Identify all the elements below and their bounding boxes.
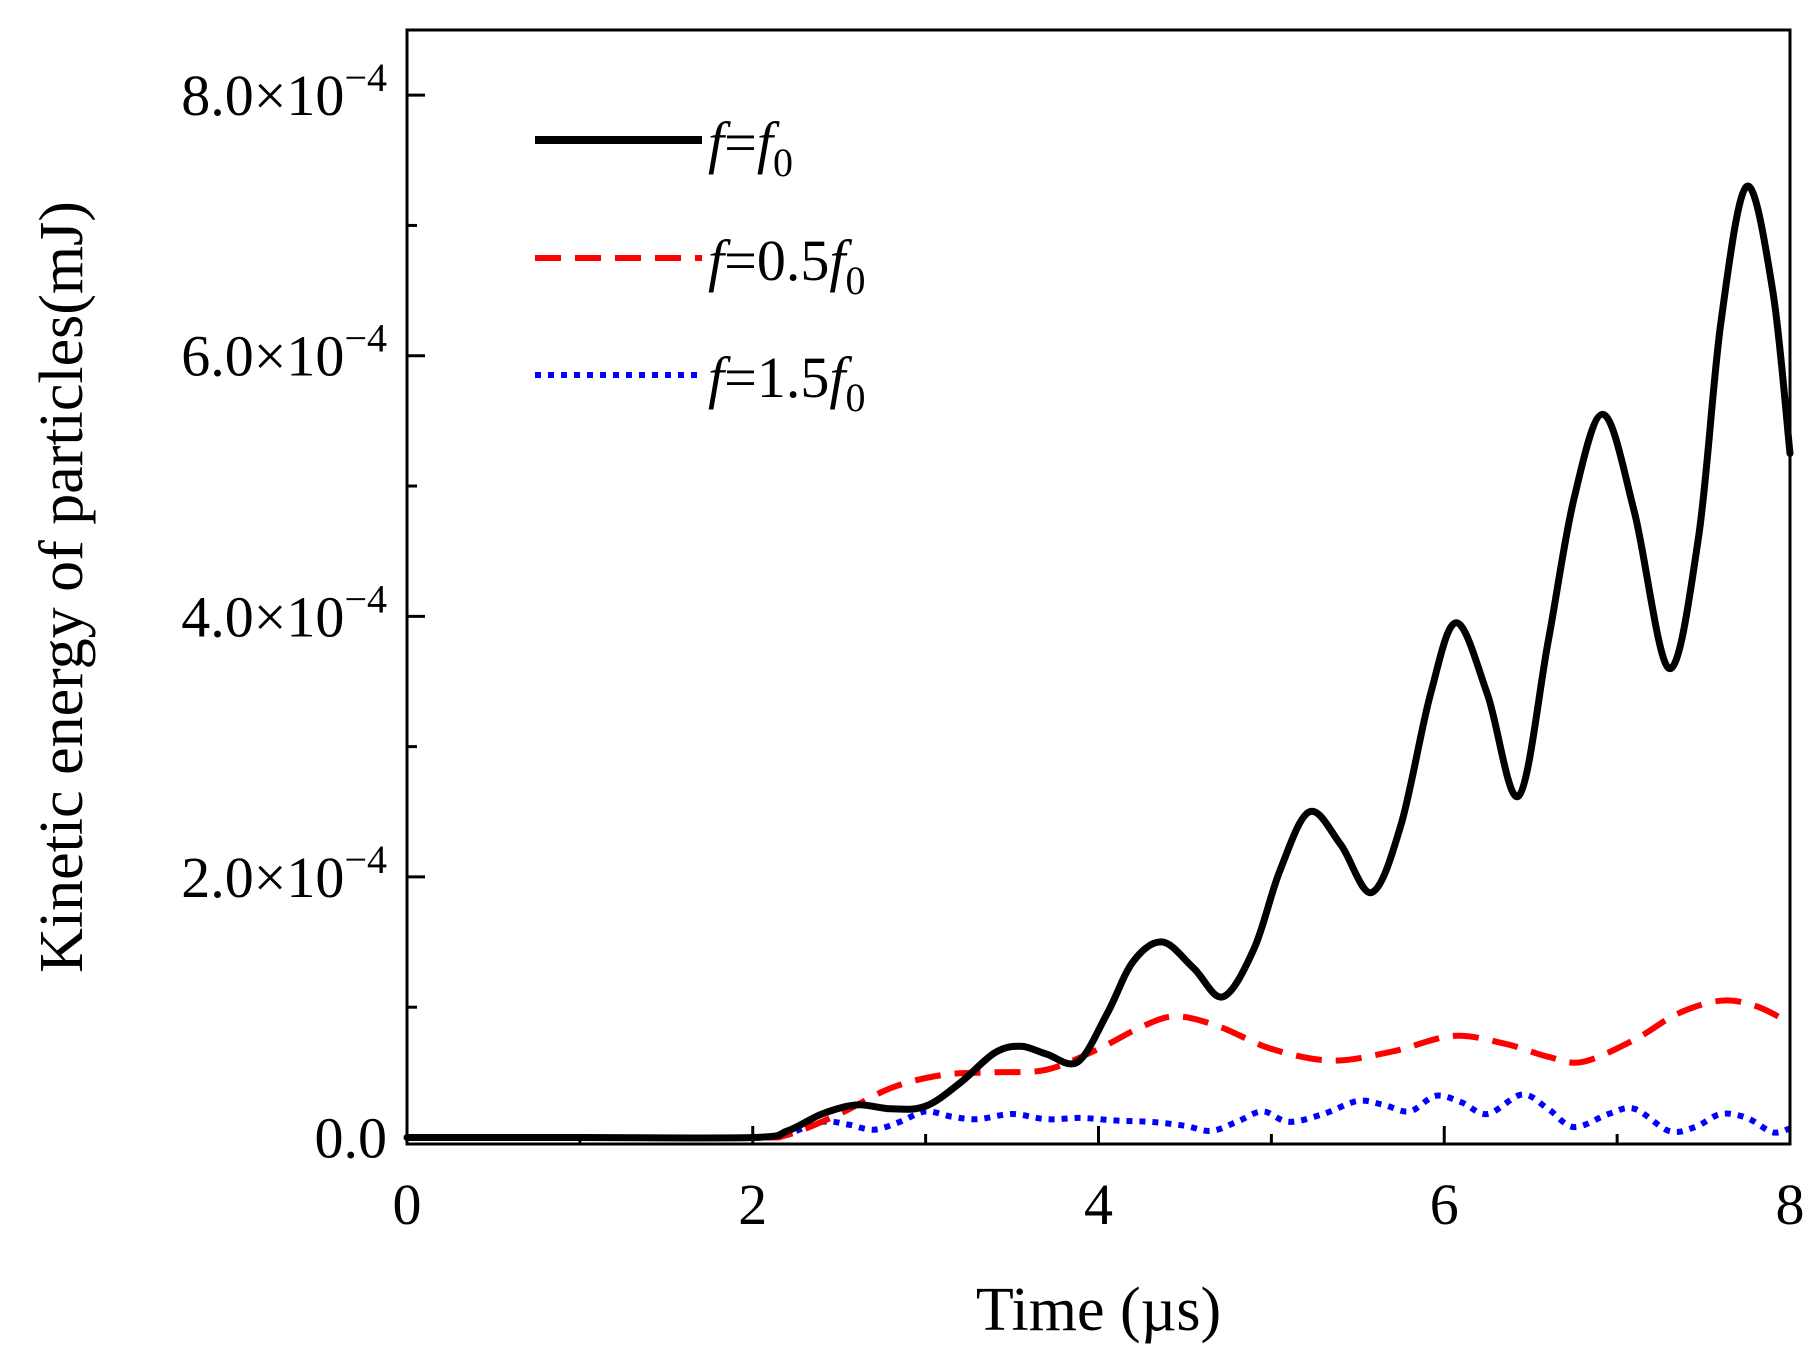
x-tick-label: 4 — [1084, 1172, 1113, 1237]
series-layer — [403, 182, 1794, 1142]
x-tick-label: 8 — [1776, 1172, 1805, 1237]
x-tick-label: 0 — [393, 1172, 422, 1237]
plot-area-frame — [405, 28, 1792, 1146]
legend-label-1: f=0.5f0 — [708, 228, 865, 303]
y-axis-title: Kinetic energy of particles(mJ) — [28, 201, 96, 973]
minor-ticks — [407, 223, 1619, 1144]
x-tick-label: 2 — [738, 1172, 767, 1237]
y-tick-label: 0.0 — [315, 1105, 388, 1170]
y-tick-label: 2.0×10−4 — [181, 837, 387, 910]
y-tick-labels: 0.0 2.0×10−4 4.0×10−4 6.0×10−4 8.0×10−4 — [181, 55, 387, 1170]
legend-label-2: f=1.5f0 — [708, 345, 865, 420]
y-tick-label: 8.0×10−4 — [181, 55, 387, 128]
y-tick-label: 4.0×10−4 — [181, 576, 387, 649]
x-tick-label: 6 — [1430, 1172, 1459, 1237]
y-tick-label: 6.0×10−4 — [181, 316, 387, 389]
x-tick-labels: 0 2 4 6 8 — [393, 1172, 1805, 1237]
series-line-1 — [407, 997, 1792, 1141]
x-axis-title: Time (µs) — [976, 1276, 1221, 1344]
series-line-0 — [403, 182, 1794, 1142]
series-line-2 — [407, 1091, 1791, 1141]
